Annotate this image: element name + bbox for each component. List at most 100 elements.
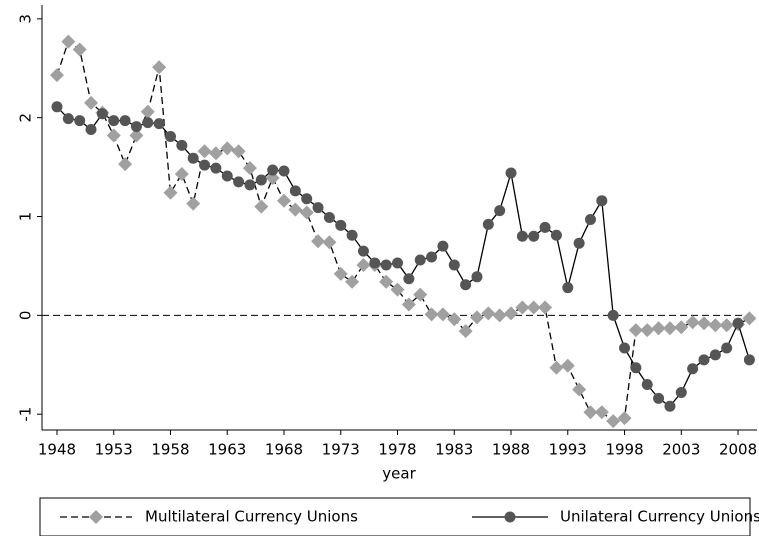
legend-box <box>39 497 751 536</box>
marker <box>539 221 551 233</box>
marker <box>130 121 142 133</box>
marker <box>51 101 63 113</box>
marker <box>653 392 665 404</box>
marker <box>607 309 619 321</box>
marker <box>526 300 541 315</box>
marker <box>390 282 405 297</box>
marker <box>630 362 642 374</box>
marker <box>119 115 131 127</box>
marker <box>322 235 337 250</box>
marker <box>709 349 721 361</box>
marker <box>538 300 553 315</box>
marker <box>346 229 358 241</box>
marker <box>413 287 428 302</box>
marker <box>233 176 245 188</box>
marker <box>231 144 246 159</box>
marker <box>163 185 178 200</box>
marker <box>85 124 97 136</box>
marker <box>333 266 348 281</box>
marker <box>471 271 483 283</box>
marker <box>289 185 301 197</box>
marker <box>140 104 155 119</box>
x-tick-label: 1983 <box>435 441 473 459</box>
x-tick-label: 1968 <box>265 441 303 459</box>
x-tick-label: 1988 <box>492 441 530 459</box>
marker <box>685 315 700 330</box>
marker <box>118 157 133 172</box>
marker <box>379 274 394 289</box>
marker <box>301 193 313 205</box>
marker <box>743 354 755 366</box>
y-tick-label: 1 <box>17 212 35 222</box>
marker <box>278 165 290 177</box>
legend-label: Multilateral Currency Unions <box>145 508 358 526</box>
marker <box>641 379 653 391</box>
marker <box>721 342 733 354</box>
marker <box>732 317 744 329</box>
marker <box>277 193 292 208</box>
marker <box>267 164 279 176</box>
marker <box>698 354 710 366</box>
marker <box>435 307 450 322</box>
x-tick-label: 1953 <box>95 441 133 459</box>
marker <box>550 229 562 241</box>
marker <box>255 174 267 186</box>
marker <box>210 162 222 174</box>
x-tick-label: 2008 <box>719 441 757 459</box>
x-tick-label: 1958 <box>151 441 189 459</box>
marker <box>708 318 723 333</box>
marker <box>74 115 86 127</box>
marker <box>687 363 699 375</box>
marker <box>494 205 506 217</box>
marker <box>583 405 598 420</box>
marker <box>448 259 460 271</box>
marker <box>345 274 360 289</box>
marker <box>401 297 416 312</box>
legend-marker <box>89 510 103 524</box>
marker <box>369 257 381 269</box>
x-tick-label: 1948 <box>38 441 76 459</box>
marker <box>153 118 165 130</box>
marker <box>572 382 587 397</box>
marker <box>84 95 99 110</box>
marker <box>254 199 269 214</box>
marker <box>208 146 223 161</box>
marker <box>606 414 621 429</box>
legend: Multilateral Currency Unions Unilateral C… <box>39 497 759 536</box>
marker <box>651 321 666 336</box>
marker <box>469 310 484 325</box>
x-tick-label: 1978 <box>378 441 416 459</box>
x-tick-label: 1998 <box>605 441 643 459</box>
marker <box>299 205 314 220</box>
y-tick-label: 0 <box>17 311 35 321</box>
x-tick-label: 1963 <box>208 441 246 459</box>
marker <box>108 115 120 127</box>
marker <box>142 117 154 129</box>
marker <box>392 257 404 269</box>
marker <box>492 308 507 323</box>
marker <box>197 144 212 159</box>
marker <box>458 324 473 339</box>
marker <box>560 358 575 373</box>
marker <box>596 195 608 207</box>
marker <box>516 230 528 242</box>
marker <box>164 130 176 142</box>
marker <box>619 342 631 354</box>
marker <box>176 139 188 151</box>
marker <box>742 311 757 326</box>
marker <box>265 170 280 185</box>
marker <box>220 141 235 156</box>
marker <box>323 212 335 223</box>
marker <box>640 323 655 338</box>
marker <box>664 400 676 412</box>
marker <box>505 167 517 179</box>
marker <box>617 411 632 426</box>
marker <box>696 316 711 331</box>
x-tick-label: 2003 <box>662 441 700 459</box>
marker <box>221 170 233 182</box>
marker <box>447 312 462 327</box>
marker <box>562 282 574 294</box>
marker <box>403 273 415 285</box>
marker <box>481 306 496 321</box>
